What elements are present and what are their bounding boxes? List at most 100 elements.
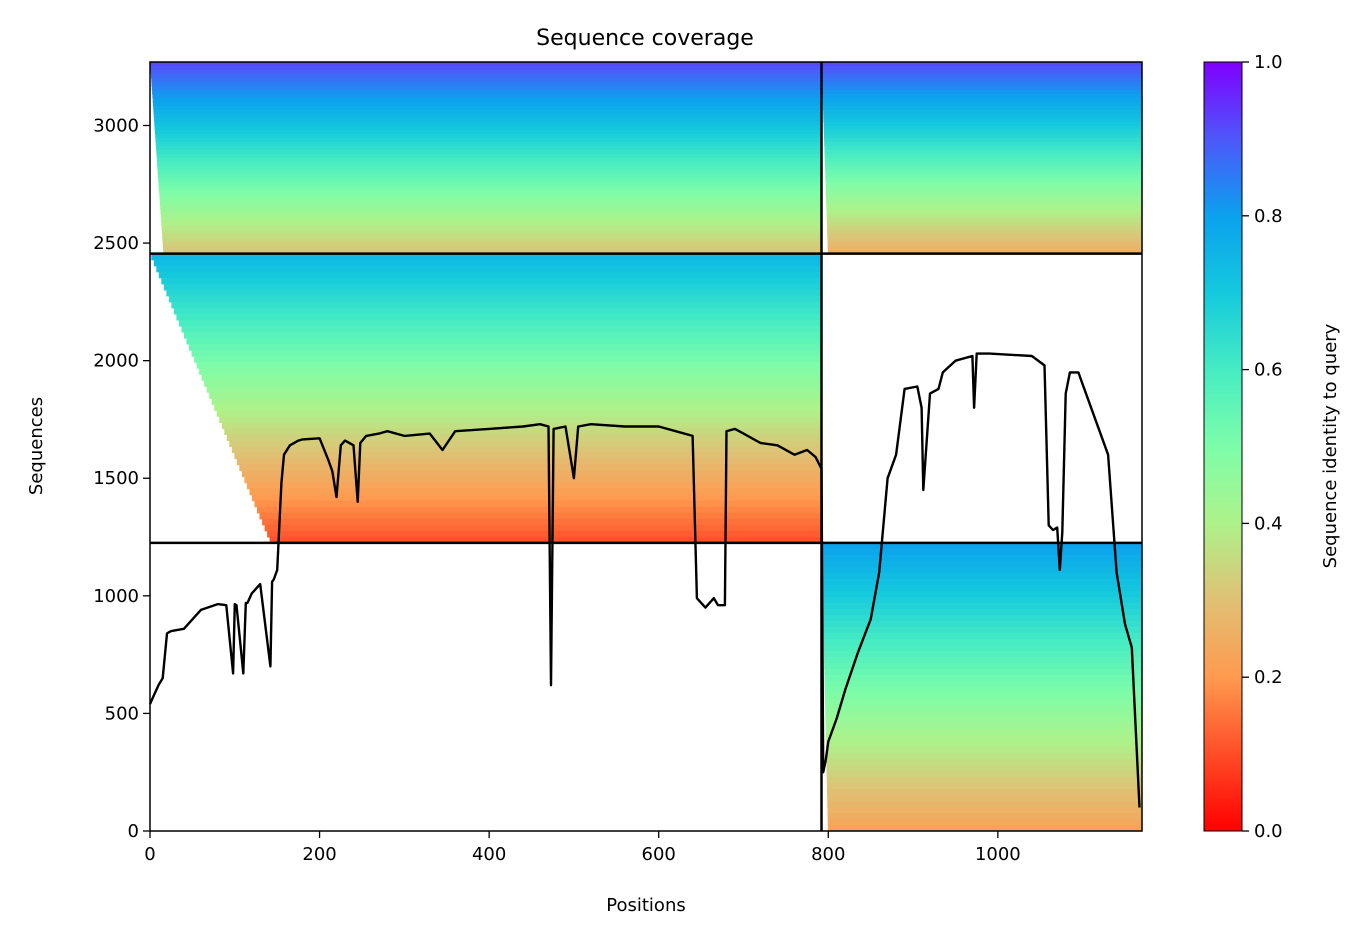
- msa-row-band: [825, 173, 1142, 179]
- msa-row-band: [822, 584, 1142, 592]
- msa-row-band: [823, 638, 1142, 646]
- msa-row-band: [824, 133, 1142, 139]
- msa-row-band: [822, 74, 1142, 79]
- msa-row-band: [160, 209, 822, 215]
- msa-row-band: [155, 133, 822, 139]
- msa-row-band: [244, 476, 822, 484]
- msa-row-band: [822, 590, 1142, 598]
- msa-row-band: [824, 693, 1142, 700]
- msa-row-band: [163, 283, 822, 291]
- msa-row-band: [159, 193, 822, 199]
- msa-row-band: [825, 189, 1142, 195]
- msa-row-band: [826, 747, 1142, 754]
- msa-block: [150, 62, 822, 255]
- msa-row-band: [824, 650, 1142, 658]
- msa-row-band: [825, 711, 1142, 718]
- msa-row-band: [160, 213, 822, 219]
- msa-row-band: [824, 669, 1142, 676]
- msa-row-band: [152, 101, 822, 107]
- msa-row-band: [823, 632, 1142, 640]
- msa-row-band: [822, 566, 1142, 574]
- msa-row-band: [161, 217, 822, 223]
- msa-row-band: [151, 74, 822, 79]
- msa-row-band: [156, 149, 822, 155]
- msa-row-band: [827, 825, 1142, 832]
- y-tick-label: 1000: [93, 586, 139, 607]
- x-tick-label: 800: [811, 844, 845, 865]
- msa-row-band: [161, 229, 822, 235]
- msa-row-band: [166, 289, 822, 297]
- msa-row-band: [173, 307, 822, 315]
- msa-row-band: [826, 759, 1142, 766]
- msa-row-band: [158, 271, 822, 279]
- msa-row-band: [821, 548, 1142, 556]
- msa-row-band: [821, 70, 1142, 75]
- msa-block: [821, 542, 1142, 832]
- y-tick-label: 2000: [93, 351, 139, 372]
- colorbar-tick-label: 0.6: [1254, 360, 1283, 381]
- msa-row-band: [822, 572, 1142, 580]
- msa-row-band: [826, 201, 1142, 207]
- msa-row-band: [154, 129, 822, 135]
- coverage-line-group: [148, 352, 1141, 808]
- msa-row-band: [826, 193, 1142, 199]
- msa-row-band: [224, 428, 822, 435]
- msa-row-band: [159, 197, 822, 203]
- msa-row-band: [824, 145, 1142, 151]
- msa-row-band: [150, 62, 822, 67]
- msa-row-band: [822, 602, 1142, 610]
- msa-row-band: [231, 446, 822, 454]
- msa-row-band: [161, 277, 822, 285]
- msa-row-band: [153, 109, 822, 115]
- msa-row-band: [825, 705, 1142, 712]
- msa-row-band: [209, 392, 822, 399]
- x-axis-ticks: 0 200 400 600 800 1000: [144, 831, 1021, 865]
- msa-row-band: [179, 320, 822, 327]
- msa-row-band: [824, 663, 1142, 670]
- chain-boundaries: [150, 62, 1142, 831]
- y-tick-label: 3000: [93, 115, 139, 136]
- msa-row-band: [158, 185, 822, 191]
- msa-row-band: [822, 560, 1142, 568]
- msa-row-band: [157, 169, 822, 175]
- msa-row-band: [161, 225, 822, 231]
- msa-row-band: [821, 554, 1142, 562]
- x-tick-label: 0: [144, 844, 155, 865]
- msa-row-band: [257, 506, 822, 514]
- msa-row-band: [824, 687, 1142, 694]
- msa-row-band: [825, 165, 1142, 171]
- msa-row-band: [826, 753, 1142, 760]
- msa-row-band: [150, 70, 822, 75]
- msa-row-band: [196, 362, 822, 369]
- msa-row-band: [825, 177, 1142, 183]
- msa-row-band: [824, 153, 1142, 159]
- colorbar-tick-label: 1.0: [1254, 52, 1283, 73]
- msa-row-band: [824, 681, 1142, 688]
- msa-row-band: [824, 137, 1142, 143]
- msa-row-band: [826, 765, 1142, 772]
- msa-row-band: [191, 350, 822, 357]
- y-axis-label: Sequences: [26, 397, 47, 495]
- msa-row-band: [234, 452, 822, 460]
- msa-row-band: [822, 86, 1142, 91]
- msa-row-band: [201, 374, 822, 381]
- msa-row-band: [259, 512, 822, 520]
- msa-row-band: [157, 165, 822, 171]
- msa-row-band: [827, 229, 1142, 235]
- msa-row-band: [161, 221, 822, 227]
- msa-row-band: [156, 145, 822, 151]
- msa-row-band: [206, 386, 822, 393]
- msa-row-band: [827, 813, 1142, 820]
- msa-row-band: [214, 404, 822, 411]
- msa-row-band: [823, 129, 1142, 135]
- msa-row-band: [160, 205, 822, 211]
- msa-row-band: [827, 237, 1142, 243]
- msa-row-band: [168, 295, 822, 303]
- msa-row-band: [827, 233, 1142, 239]
- msa-row-band: [827, 225, 1142, 231]
- msa-row-band: [154, 121, 822, 127]
- msa-row-band: [823, 121, 1142, 127]
- msa-row-band: [151, 82, 822, 87]
- msa-row-band: [226, 434, 822, 441]
- msa-row-band: [156, 157, 822, 163]
